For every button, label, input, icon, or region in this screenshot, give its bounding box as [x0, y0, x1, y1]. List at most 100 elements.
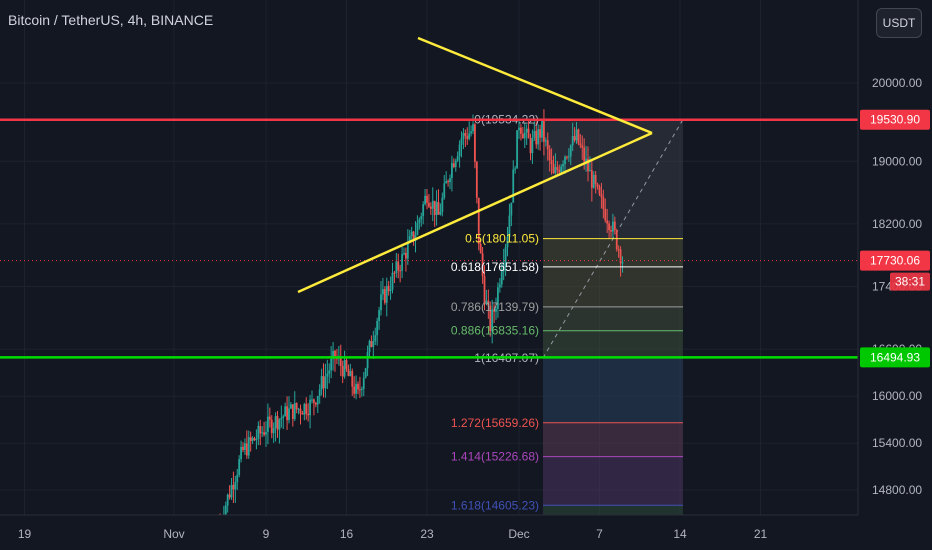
y-axis-tick: 20000.00 — [872, 76, 922, 90]
x-axis-tick: 9 — [263, 527, 270, 541]
candle-body — [374, 335, 377, 342]
x-axis-tick: 7 — [596, 527, 603, 541]
candle-body — [554, 167, 557, 174]
candle-body — [360, 388, 363, 390]
candle-body — [560, 166, 563, 173]
candle-body — [543, 120, 545, 142]
candle-body — [493, 309, 495, 312]
fib-level-label: 0.786(17139.79) — [451, 300, 539, 314]
candle-body — [345, 360, 348, 370]
candle-body — [562, 164, 564, 167]
y-axis-tick: 16000.00 — [872, 389, 922, 403]
candle-body — [592, 174, 595, 188]
candle-body — [238, 459, 241, 475]
candle-body — [558, 169, 561, 173]
candle-body — [395, 261, 398, 274]
candle-body — [567, 156, 570, 158]
candle-body — [324, 376, 327, 389]
candle-body — [424, 195, 426, 205]
candle-body — [305, 404, 308, 414]
candle-body — [326, 373, 329, 377]
candle-body — [533, 130, 536, 138]
candle-body — [267, 416, 269, 433]
candle-body — [412, 231, 415, 241]
x-axis-panel — [0, 515, 932, 550]
candle-body — [489, 305, 492, 332]
candle-body — [612, 221, 614, 232]
candle-body — [288, 408, 290, 421]
candle-body — [439, 212, 442, 215]
candle-body — [240, 446, 242, 460]
x-axis-tick: Nov — [163, 527, 184, 541]
candle-body — [244, 443, 246, 450]
currency-button[interactable]: USDT — [876, 8, 922, 38]
candle-body — [573, 136, 576, 141]
fib-zone — [543, 357, 683, 423]
candle-body — [399, 270, 402, 272]
candle-body — [378, 310, 380, 321]
price-badge-label: 19530.90 — [870, 113, 920, 127]
price-badge-label: 16494.93 — [870, 350, 920, 364]
candle-body — [376, 320, 379, 336]
candle-body — [314, 402, 317, 405]
candle-body — [362, 377, 365, 389]
candle-body — [357, 383, 359, 390]
candle-body — [278, 419, 281, 430]
candle-body — [479, 243, 482, 254]
candle-body — [475, 161, 478, 198]
candle-body — [495, 308, 497, 312]
candle-body — [372, 341, 375, 347]
candle-body — [466, 135, 469, 139]
candle-body — [481, 253, 484, 277]
candle-body — [566, 156, 568, 158]
y-axis-tick: 19000.00 — [872, 154, 922, 168]
candle-body — [447, 181, 449, 183]
fib-zone — [543, 505, 683, 515]
fib-zone — [543, 238, 683, 267]
candle-body — [297, 408, 300, 410]
candle-body — [548, 149, 551, 161]
candle-body — [483, 276, 486, 305]
candle-body — [598, 186, 601, 195]
x-axis-tick: 21 — [754, 527, 768, 541]
candle-body — [255, 438, 258, 441]
candle-body — [334, 350, 336, 359]
candle-body — [577, 129, 580, 144]
candle-body — [458, 144, 461, 157]
candle-body — [546, 140, 549, 150]
candle-body — [541, 120, 543, 138]
y-axis-tick: 14800.00 — [872, 483, 922, 497]
candle-body — [313, 399, 315, 403]
countdown-badge-bg — [890, 272, 930, 291]
candle-body — [422, 204, 425, 217]
candle-body — [397, 261, 400, 271]
candle-body — [426, 195, 428, 203]
y-axis-tick: 18200.00 — [872, 217, 922, 231]
candle-body — [385, 285, 388, 303]
candle-body — [500, 271, 503, 285]
candle-body — [510, 202, 513, 216]
candle-body — [613, 221, 616, 231]
candle-body — [441, 197, 444, 213]
candle-body — [529, 138, 532, 154]
candle-body — [428, 202, 430, 207]
candle-body — [594, 174, 597, 185]
x-axis-tick: 23 — [420, 527, 434, 541]
candle-body — [468, 133, 471, 139]
candle-body — [349, 371, 352, 376]
candle-body — [242, 446, 244, 450]
candle-body — [274, 416, 277, 428]
candle-body — [518, 127, 520, 131]
candle-body — [477, 197, 480, 244]
candle-body — [498, 284, 501, 288]
candle-body — [429, 206, 432, 209]
candle-body — [585, 158, 587, 162]
candle-body — [236, 474, 239, 483]
candle-body — [462, 132, 465, 139]
candle-body — [318, 389, 321, 397]
candle-body — [544, 140, 547, 142]
candle-body — [332, 350, 334, 359]
candle-body — [359, 389, 361, 391]
candle-body — [261, 432, 264, 434]
